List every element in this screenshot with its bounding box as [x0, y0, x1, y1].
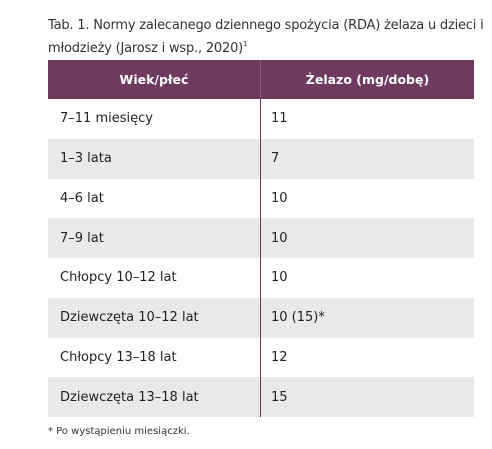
cell-age: 1–3 lata	[48, 138, 261, 179]
column-header-age: Wiek/płeć	[48, 60, 261, 99]
cell-iron: 10	[260, 218, 474, 258]
table-row: 4–6 lat 10	[48, 178, 474, 219]
table-row: Dziewczęta 13–18 lat 15	[48, 377, 474, 417]
caption-text: Tab. 1. Normy zalecanego dziennego spoży…	[48, 18, 484, 56]
cell-age: 7–9 lat	[48, 218, 261, 258]
cell-age: Chłopcy 10–12 lat	[60, 270, 177, 286]
cell-age: 4–6 lat	[60, 190, 104, 206]
cell-age: Dziewczęta 10–12 lat	[48, 297, 261, 338]
cell-age: Dziewczęta 13–18 lat	[48, 377, 261, 417]
caption-reference: 1	[243, 40, 248, 48]
column-header-iron: Żelazo (mg/dobę)	[260, 60, 474, 99]
table-row: Chłopcy 10–12 lat 10	[48, 258, 474, 298]
cell-iron: 7	[260, 138, 474, 179]
table-row: Chłopcy 13–18 lat 12	[48, 337, 474, 378]
cell-iron: 11	[260, 99, 474, 139]
table-row: 1–3 lata 7	[48, 138, 474, 179]
table-caption: Tab. 1. Normy zalecanego dziennego spoży…	[48, 16, 488, 58]
cell-iron: 15	[260, 377, 474, 417]
table-row: 7–9 lat 10	[48, 218, 474, 258]
cell-age: 7–11 miesięcy	[60, 111, 153, 127]
footnote: * Po wystąpieniu miesiączki.	[48, 426, 190, 437]
table-header-row: Wiek/płeć Żelazo (mg/dobę)	[48, 60, 474, 99]
cell-iron: 10	[260, 258, 474, 298]
cell-age: Chłopcy 13–18 lat	[60, 349, 177, 365]
cell-iron: 10 (15)*	[260, 297, 474, 338]
table-row: Dziewczęta 10–12 lat 10 (15)*	[48, 297, 474, 338]
table-row: 7–11 miesięcy 11	[48, 99, 474, 139]
cell-iron: 12	[260, 337, 474, 378]
rda-iron-table: Wiek/płeć Żelazo (mg/dobę) 7–11 miesięcy…	[48, 60, 474, 417]
cell-iron: 10	[260, 178, 474, 219]
